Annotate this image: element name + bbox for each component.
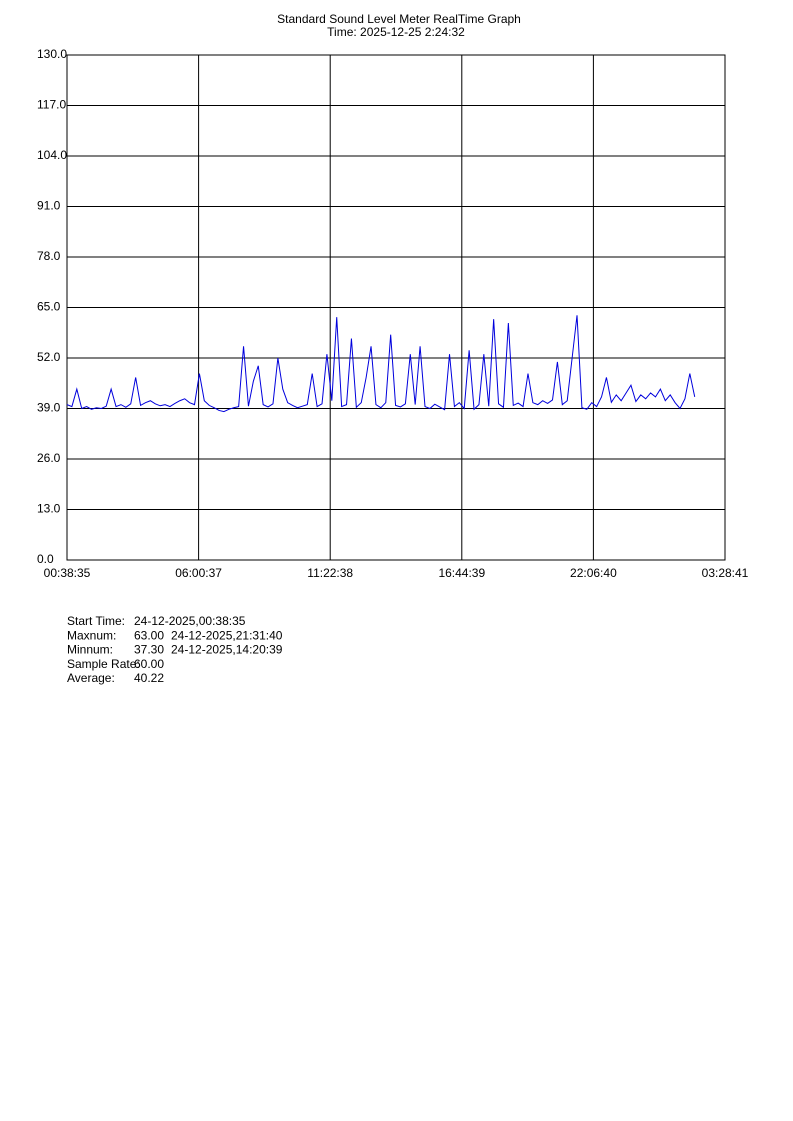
y-tick-label: 0.0 <box>37 552 54 566</box>
info-time: 24-12-2025,21:31:40 <box>171 628 283 642</box>
x-tick-label: 11:22:38 <box>307 566 353 580</box>
y-tick-label: 13.0 <box>37 502 61 516</box>
info-value: 63.00 <box>134 628 164 642</box>
y-tick-label: 39.0 <box>37 401 61 415</box>
chart-title: Standard Sound Level Meter RealTime Grap… <box>277 12 521 26</box>
y-tick-label: 91.0 <box>37 199 61 213</box>
info-value: 40.22 <box>134 671 164 685</box>
y-tick-label: 130.0 <box>37 47 67 61</box>
info-label: Minnum: <box>67 643 113 657</box>
x-tick-label: 03:28:41 <box>702 566 749 580</box>
y-tick-label: 65.0 <box>37 300 61 314</box>
info-label: Sample Rate: <box>67 657 140 671</box>
info-label: Average: <box>67 671 115 685</box>
chart-subtitle: Time: 2025-12-25 2:24:32 <box>327 25 465 39</box>
y-tick-label: 52.0 <box>37 350 61 364</box>
y-tick-label: 104.0 <box>37 148 67 162</box>
info-label: Maxnum: <box>67 628 116 642</box>
info-value: 24-12-2025,00:38:35 <box>134 614 246 628</box>
x-tick-label: 00:38:35 <box>44 566 91 580</box>
info-time: 24-12-2025,14:20:39 <box>171 643 283 657</box>
info-value: 60.00 <box>134 657 164 671</box>
info-label: Start Time: <box>67 614 125 628</box>
y-tick-label: 78.0 <box>37 249 61 263</box>
x-tick-label: 22:06:40 <box>570 566 617 580</box>
info-value: 37.30 <box>134 643 164 657</box>
y-tick-label: 26.0 <box>37 451 61 465</box>
x-tick-label: 16:44:39 <box>438 566 485 580</box>
data-line <box>66 315 696 413</box>
x-tick-label: 06:00:37 <box>175 566 222 580</box>
y-tick-label: 117.0 <box>37 98 66 112</box>
